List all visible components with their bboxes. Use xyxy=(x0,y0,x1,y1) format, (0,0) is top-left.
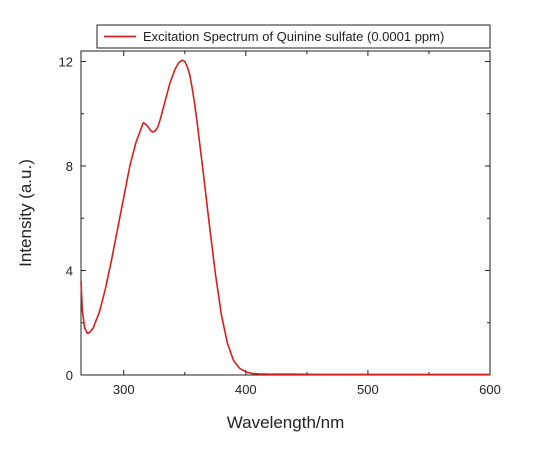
legend-label: Excitation Spectrum of Quinine sulfate (… xyxy=(143,29,444,44)
y-tick-label: 4 xyxy=(66,263,73,278)
y-tick-label: 8 xyxy=(66,159,73,174)
axis-ticks: 300 400 500 600 0 4 8 12 xyxy=(59,51,501,397)
x-tick-label: 400 xyxy=(235,382,257,397)
x-tick-label: 500 xyxy=(357,382,379,397)
y-axis-title: Intensity (a.u.) xyxy=(16,159,35,267)
x-tick-label: 600 xyxy=(479,382,501,397)
legend-box xyxy=(96,24,491,49)
y-tick-label: 12 xyxy=(59,54,73,69)
plot-border xyxy=(80,50,491,376)
x-tick-label: 300 xyxy=(113,382,135,397)
legend: Excitation Spectrum of Quinine sulfate (… xyxy=(96,24,491,49)
plot-area xyxy=(80,50,491,376)
x-axis-title: Wavelength/nm xyxy=(227,413,344,432)
y-tick-label: 0 xyxy=(66,368,73,383)
series-layer xyxy=(80,59,490,376)
spectrum-line xyxy=(80,59,490,376)
